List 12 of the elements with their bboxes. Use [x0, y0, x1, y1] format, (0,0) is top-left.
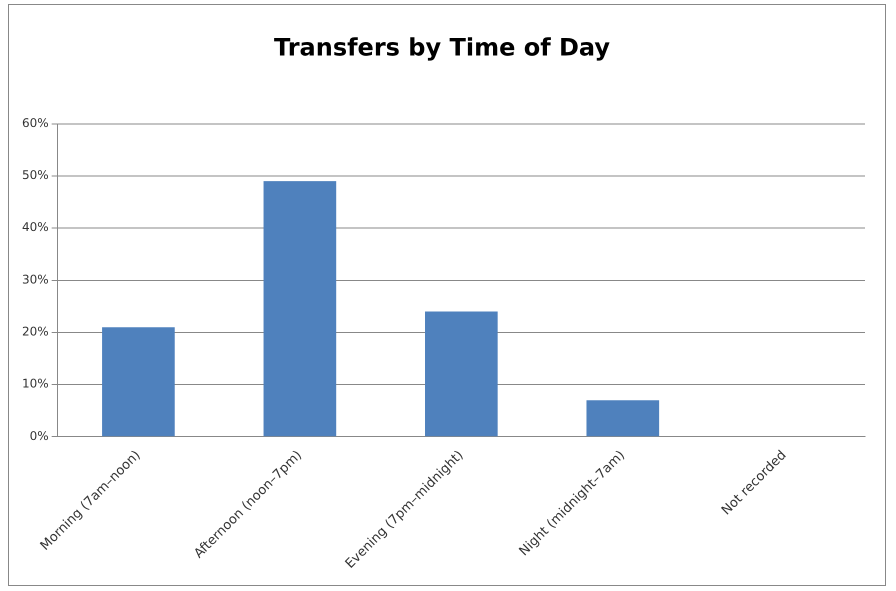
- bar: [102, 327, 175, 436]
- bar: [586, 400, 660, 436]
- bar: [264, 181, 336, 436]
- bar: [425, 312, 498, 436]
- chart-title: Transfers by Time of Day: [274, 34, 610, 62]
- y-tick-label: 20%: [22, 324, 49, 339]
- y-tick-label: 60%: [22, 116, 49, 130]
- y-tick-label: 30%: [22, 272, 49, 286]
- y-tick-label: 10%: [22, 376, 49, 391]
- y-tick-label: 50%: [22, 168, 49, 182]
- y-tick-label: 40%: [22, 220, 49, 234]
- y-tick-label: 0%: [30, 428, 49, 443]
